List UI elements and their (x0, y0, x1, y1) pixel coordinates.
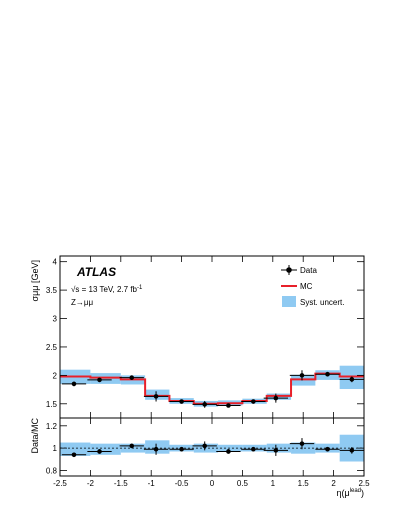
main-data-point-8 (273, 395, 279, 401)
main-ytick-label-3: 3 (53, 315, 58, 324)
main-ytick-label-5: 4 (53, 258, 58, 267)
legend: Data MC Syst. uncert. (281, 265, 344, 307)
main-panel: 1.5 2 2.5 3 3.5 4 (46, 255, 365, 419)
xtick-label-3: -1 (148, 479, 156, 488)
ratio-ytick-label-2: 1.2 (46, 422, 58, 431)
legend-data-label: Data (300, 266, 317, 275)
ratio-syst-band-0 (60, 442, 91, 456)
main-data-point-3 (153, 394, 159, 399)
x-axis-title-end: ) (361, 488, 364, 498)
ratio-data-point-5 (202, 443, 208, 449)
main-ytick-label-2: 2.5 (46, 343, 58, 352)
xtick-label-5: 0 (210, 479, 215, 488)
ratio-data-point-11 (349, 448, 355, 453)
ratio-data-point-6 (226, 449, 231, 454)
ratio-syst-band-6 (218, 444, 243, 452)
legend-data-marker (286, 267, 292, 273)
main-data-point-5 (202, 402, 208, 407)
legend-mc-label: MC (300, 282, 313, 291)
ratio-data-point-1 (97, 449, 102, 454)
ratio-data-point-8 (273, 448, 279, 453)
main-data-point-0 (71, 381, 77, 387)
ratio-data-point-3 (153, 446, 159, 452)
xtick-label-9: 2 (331, 479, 336, 488)
legend-item-data: Data (281, 265, 317, 275)
main-data-point-4 (179, 399, 184, 404)
y-axis-title-main: σμμ [GeV] (30, 260, 40, 301)
xtick-label-7: 1 (271, 479, 276, 488)
xtick-label-10: 2.5 (358, 479, 370, 488)
ratio-ytick-label-1: 1 (53, 444, 58, 453)
energy-superscript: -1 (137, 285, 143, 291)
main-frame (59, 255, 365, 419)
xtick-label-2: -1.5 (114, 479, 128, 488)
main-ytick-label-1: 2 (53, 371, 58, 380)
ratio-syst-band-1 (90, 443, 121, 455)
atlas-label: ATLAS (76, 265, 116, 279)
energy-label: √s = 13 TeV, 2.7 fb-1 (71, 285, 143, 294)
main-data-point-10 (325, 371, 330, 377)
legend-syst-swatch (282, 296, 296, 307)
main-data-point-2 (129, 375, 135, 380)
ratio-data-point-2 (129, 443, 135, 449)
y-axis-title-ratio: Data/MC (30, 418, 40, 454)
xtick-label-0: -2.5 (53, 479, 67, 488)
ratio-data-point-10 (325, 446, 330, 452)
legend-item-syst: Syst. uncert. (282, 296, 344, 307)
ratio-syst-band-9 (291, 442, 316, 454)
main-data-point-7 (251, 399, 256, 404)
x-axis-title-main: η(μ (336, 488, 349, 498)
ratio-data-point-4 (179, 446, 184, 452)
main-data-point-9 (299, 373, 305, 378)
ratio-data-point-9 (299, 441, 305, 446)
ratio-panel: 0.8 1 1.2 -2.5 -2 -1.5 -1 -0.5 0 0.5 1 1.5 2 2.5 (46, 417, 370, 488)
ratio-syst-band-3 (145, 440, 170, 454)
x-axis-title: η(μlead) (336, 488, 364, 498)
x-axis-title-sup: lead (350, 488, 361, 494)
main-data-point-1 (97, 377, 102, 383)
ratio-data-point-0 (71, 452, 77, 458)
legend-syst-label: Syst. uncert. (300, 298, 344, 307)
main-ytick-label-4: 3.5 (46, 286, 58, 295)
mc-step-line (60, 372, 364, 405)
ratio-ytick-label-0: 0.8 (46, 466, 58, 475)
xtick-label-6: 0.5 (237, 479, 249, 488)
main-data-point-11 (349, 377, 355, 382)
ratio-syst-band-8 (266, 443, 292, 453)
process-label: Z→μμ (71, 298, 93, 307)
ratio-data-point-7 (251, 446, 256, 452)
main-ytick-label-0: 1.5 (46, 400, 58, 409)
xtick-label-1: -2 (87, 479, 95, 488)
legend-item-mc: MC (281, 282, 313, 291)
main-data-point-6 (226, 403, 231, 408)
xtick-label-8: 1.5 (298, 479, 310, 488)
energy-text: √s = 13 TeV, 2.7 fb (71, 285, 138, 294)
xtick-label-4: -0.5 (175, 479, 189, 488)
